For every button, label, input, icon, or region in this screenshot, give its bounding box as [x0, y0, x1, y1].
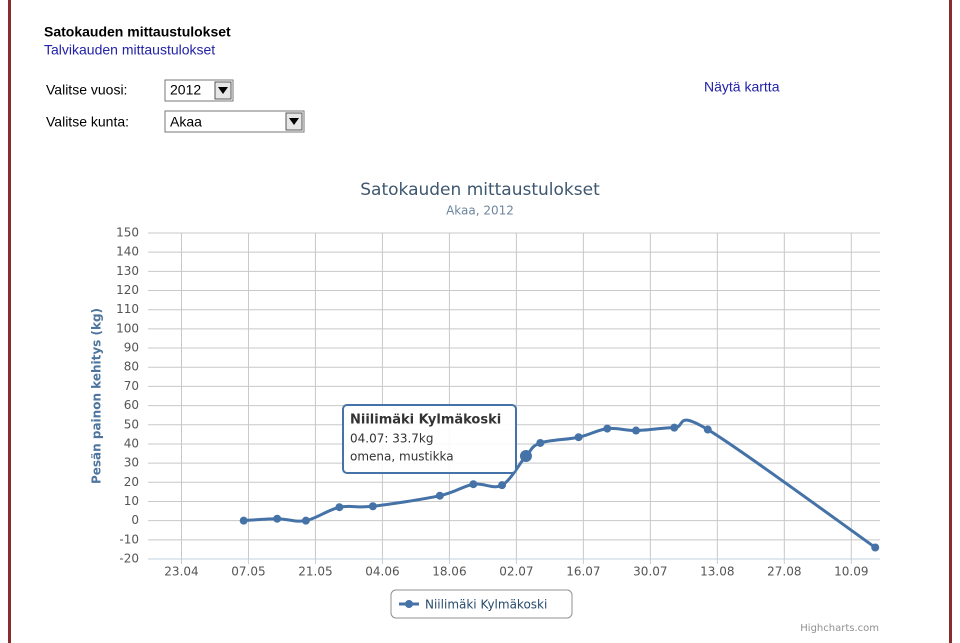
point — [368, 502, 377, 511]
map-link[interactable]: Näytä kartta — [704, 79, 780, 95]
legend-box[interactable] — [390, 589, 573, 619]
y-tick-label: 60 — [124, 398, 139, 412]
y-tick-label: 10 — [124, 494, 139, 508]
y-tick-label: 50 — [124, 417, 139, 431]
x-tick-label: 02.07 — [499, 565, 533, 579]
x-tick-label: 30.07 — [633, 565, 667, 579]
point — [574, 433, 583, 442]
y-tick-label: 140 — [116, 245, 139, 259]
plot: -20 -10 0 10 20 30 40 50 60 70 80 90 100 110 120 130 140… — [116, 226, 880, 579]
point — [536, 438, 545, 447]
y-tick-label: 80 — [124, 360, 139, 374]
point — [632, 426, 640, 435]
x-tick-label: 18.06 — [432, 565, 466, 579]
x-tick-label: 13.08 — [700, 565, 734, 579]
point — [498, 481, 507, 490]
x-tick-label: 10.09 — [834, 565, 868, 579]
point — [603, 424, 612, 433]
y-tick-label: 90 — [124, 341, 139, 355]
municipality-select[interactable]: Akaa — [164, 110, 305, 133]
chart-subtitle: Akaa, 2012 — [446, 204, 514, 218]
right-border — [949, 0, 952, 643]
legend[interactable]: Niilimäki Kylmäkoski — [390, 589, 573, 619]
page-title: Satokauden mittaustulokset — [44, 24, 231, 40]
y-tick-label: 120 — [116, 283, 139, 297]
x-tick-label: 07.05 — [231, 565, 265, 579]
y-tick-label: 30 — [124, 456, 139, 470]
select-box[interactable] — [164, 110, 305, 133]
y-tick-label: 70 — [124, 379, 139, 393]
point — [519, 450, 532, 463]
municipality-label: Valitse kunta: — [46, 114, 129, 130]
legend-label[interactable]: Niilimäki Kylmäkoski — [425, 598, 547, 612]
point — [435, 491, 444, 500]
y-tick-label: 110 — [116, 302, 139, 316]
y-tick-label: 150 — [116, 226, 139, 240]
y-tick-label: -20 — [119, 552, 139, 566]
y-tick-label: 40 — [124, 436, 139, 450]
select-value: 2012 — [170, 82, 201, 98]
tooltip-line: omena, mustikka — [350, 450, 454, 464]
x-tick-label: 04.06 — [365, 565, 399, 579]
point — [273, 514, 282, 523]
point — [871, 543, 880, 552]
y-tick-label: 130 — [116, 264, 139, 278]
year-select[interactable]: 2012 — [164, 79, 234, 102]
point — [335, 503, 344, 512]
year-label: Valitse vuosi: — [46, 82, 127, 98]
point — [703, 425, 712, 434]
x-tick-label: 23.04 — [164, 565, 198, 579]
point — [670, 423, 679, 432]
chart-title: Satokauden mittaustulokset — [360, 180, 600, 200]
y-axis-title: Pesän painon kehitys (kg) — [90, 308, 104, 484]
season-link[interactable]: Talvikauden mittaustulokset — [44, 42, 215, 58]
x-tick-label: 27.08 — [767, 565, 801, 579]
select-value: Akaa — [170, 114, 202, 130]
y-tick-label: 20 — [124, 475, 139, 489]
y-tick-label: -10 — [119, 532, 139, 546]
point — [469, 480, 478, 489]
point — [239, 516, 248, 525]
y-tick-label: 100 — [116, 321, 139, 335]
tooltip-title: Niilimäki Kylmäkoski — [350, 413, 501, 428]
arrow — [289, 118, 299, 125]
credit[interactable]: Highcharts.com — [800, 623, 879, 634]
left-border — [8, 0, 11, 643]
point — [301, 516, 310, 525]
tooltip-box — [342, 404, 517, 474]
x-tick-label: 16.07 — [566, 565, 600, 579]
x-tick-label: 21.05 — [298, 565, 332, 579]
tooltip-line: 04.07: 33.7kg — [350, 432, 434, 446]
y-tick-label: 0 — [131, 513, 139, 527]
arrow — [218, 87, 228, 94]
legend-marker — [405, 600, 413, 608]
